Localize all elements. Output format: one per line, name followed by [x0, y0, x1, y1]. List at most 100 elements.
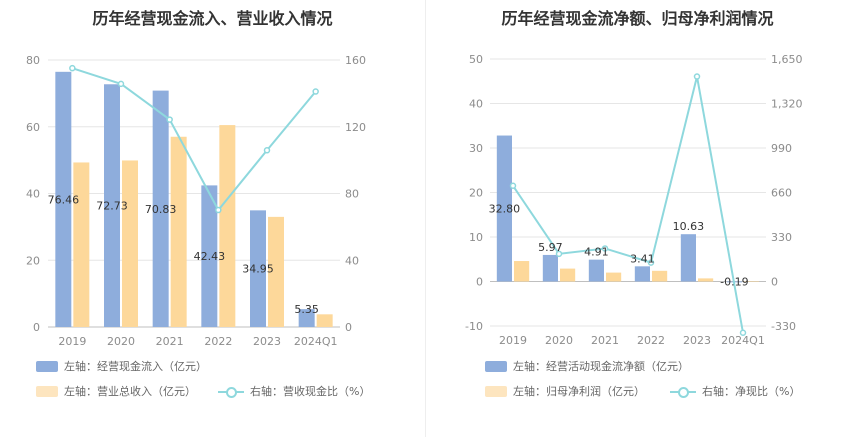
y-right-tick-label: 0: [771, 276, 778, 289]
y-right-tick-label: 80: [345, 188, 359, 201]
bar: [170, 136, 187, 327]
legend-item-cash-ratio[interactable]: 右轴：营收现金比（%）: [218, 383, 370, 399]
x-tick-label: 2021: [156, 335, 184, 348]
chart-plot: -10 0 10 20 30 40 50 -330 0 330 660 990 1,320 1,650 20…: [465, 53, 803, 347]
line-point: [647, 259, 655, 266]
legend-swatch-blue: [485, 360, 507, 372]
legend-label: 左轴：经营活动现金流净额（亿元）: [513, 360, 689, 373]
x-tick-label: 2024Q1: [721, 334, 765, 347]
line-point: [166, 116, 173, 123]
x-tick-label: 2019: [58, 335, 86, 348]
bar: [152, 90, 169, 327]
bar: [73, 162, 90, 327]
data-label: 72.73: [96, 200, 128, 213]
line-point: [263, 147, 271, 154]
y-right-tick-label: 120: [345, 121, 366, 134]
y-right-tick-label: 330: [771, 231, 792, 244]
chart-panel-cash-inflow: 历年经营现金流入、营业收入情况 0 20 40 60 80 0 40 80 120 160 2019…: [26, 9, 370, 399]
bar: [560, 268, 576, 282]
x-tick-label: 2022: [204, 335, 232, 348]
bar: [122, 160, 138, 327]
y-left-tick-label: 80: [26, 54, 40, 67]
bar: [652, 270, 668, 282]
bar: [55, 71, 72, 327]
chart-plot: 0 20 40 60 80 0 40 80 120 160 2019 2020 2021 2022 2023…: [26, 54, 366, 348]
legend-label: 左轴：归母净利润（亿元）: [513, 385, 645, 398]
legend-swatch-yellow: [36, 385, 58, 397]
chart-title: 历年经营现金流入、营业收入情况: [92, 9, 333, 28]
bar: [496, 135, 512, 282]
legend-label: 右轴：营收现金比（%）: [250, 385, 371, 398]
y-left-tick-label: 30: [469, 142, 483, 155]
panel-divider: [425, 0, 426, 437]
x-tick-label: 2019: [499, 334, 527, 347]
bar: [268, 216, 284, 327]
data-label: -0.19: [720, 276, 748, 289]
line-point: [601, 245, 609, 252]
line-point: [693, 73, 701, 80]
data-label: 70.83: [145, 203, 177, 216]
bar: [588, 259, 604, 282]
bar: [606, 272, 622, 282]
bar: [514, 261, 530, 282]
bar: [201, 185, 218, 327]
line-point: [312, 88, 319, 95]
line-point: [555, 250, 563, 258]
line-point: [739, 329, 747, 336]
x-tick-label: 2022: [637, 334, 665, 347]
legend-item-net-cash[interactable]: 左轴：经营活动现金流净额（亿元）: [485, 358, 689, 374]
legend-label: 右轴：净现比（%）: [702, 385, 801, 398]
y-left-tick-label: 50: [469, 53, 483, 66]
y-left-tick-label: 20: [26, 254, 40, 267]
y-right-tick-label: 1,650: [771, 53, 803, 66]
bar: [680, 234, 696, 282]
x-tick-label: 2020: [545, 334, 573, 347]
legend-label: 左轴：营业总收入（亿元）: [64, 385, 196, 398]
y-left-tick-label: 60: [26, 121, 40, 134]
y-right-tick-label: 0: [345, 321, 352, 334]
bar: [698, 278, 714, 282]
chart-title: 历年经营现金流净额、归母净利润情况: [501, 9, 774, 28]
x-tick-label: 2021: [591, 334, 619, 347]
bar: [634, 266, 650, 282]
data-label: 10.63: [673, 220, 705, 233]
data-label: 3.41: [630, 252, 655, 265]
legend-swatch-line: [670, 386, 696, 398]
data-label: 5.97: [538, 241, 563, 254]
chart-panel-net-cash: 历年经营现金流净额、归母净利润情况 -10 0 10 20 30 40 50 -330 0 330…: [425, 0, 850, 437]
y-right-tick-label: 40: [345, 254, 359, 267]
y-right-tick-label: 990: [771, 142, 792, 155]
legend-item-cash-inflow[interactable]: 左轴：经营现金流入（亿元）: [36, 358, 207, 374]
y-left-tick-label: 40: [469, 98, 483, 111]
bar: [542, 254, 558, 282]
bar: [219, 125, 236, 327]
data-label: 34.95: [242, 263, 274, 276]
y-left-tick-label: 10: [469, 231, 483, 244]
y-right-tick-label: 660: [771, 187, 792, 200]
x-tick-label: 2020: [107, 335, 135, 348]
data-label: 42.43: [194, 250, 226, 263]
bar: [298, 309, 315, 327]
bar: [316, 314, 333, 327]
legend-swatch-line: [218, 386, 244, 398]
legend-item-net-cash-ratio[interactable]: 右轴：净现比（%）: [670, 383, 800, 399]
x-tick-label: 2023: [683, 334, 711, 347]
line-point: [117, 80, 125, 88]
legend-item-net-profit[interactable]: 左轴：归母净利润（亿元）: [485, 383, 645, 399]
line-point: [69, 64, 76, 72]
x-tick-label: 2024Q1: [294, 335, 338, 348]
line-point: [509, 182, 517, 190]
data-label: 4.91: [584, 246, 609, 259]
legend-item-revenue[interactable]: 左轴：营业总收入（亿元）: [36, 383, 196, 399]
line-point: [215, 206, 222, 214]
bar: [104, 84, 120, 327]
y-left-tick-label: 0: [476, 276, 483, 289]
legend-label: 左轴：经营现金流入（亿元）: [64, 360, 207, 373]
y-right-tick-label: 160: [345, 54, 366, 67]
bar: [250, 210, 266, 327]
y-left-tick-label: 40: [26, 188, 40, 201]
x-tick-label: 2023: [253, 335, 281, 348]
legend-swatch-blue: [36, 360, 58, 372]
legend-swatch-yellow: [485, 385, 507, 397]
data-label: 5.35: [294, 303, 319, 316]
